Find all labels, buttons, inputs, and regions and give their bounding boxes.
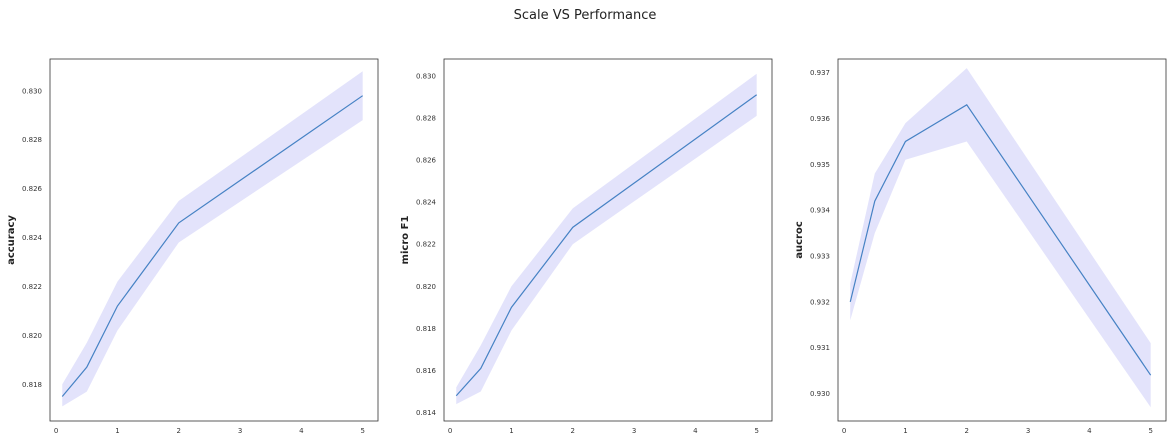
- chart-panel-1: 0 1 2 3 4 5 0.818 0.820 0.822 0.824 0.826 0.828 0.83…: [6, 58, 379, 435]
- data-point: [455, 395, 457, 397]
- y-tick-label: 0.820: [22, 332, 42, 340]
- y-axis-label: micro F1: [400, 216, 411, 265]
- series-line: [61, 95, 364, 397]
- x-tick-label: 4: [1087, 427, 1092, 435]
- confidence-band: [62, 71, 363, 407]
- x-tick-label: 2: [571, 427, 575, 435]
- y-tick-label: 0.826: [22, 185, 43, 193]
- x-tick-label: 5: [754, 427, 758, 435]
- y-tick-label: 0.820: [416, 283, 436, 291]
- y-tick-label: 0.814: [416, 409, 437, 417]
- plot-frame: [443, 58, 773, 422]
- y-tick-label: 0.934: [810, 207, 831, 215]
- x-tick-label: 4: [693, 427, 698, 435]
- y-tick-label: 0.828: [416, 114, 436, 122]
- data-point: [61, 395, 63, 397]
- chart-panel-2: 0 1 2 3 4 5 0.814 0.816 0.818 0.820 0.822 0.824 0.82…: [400, 58, 773, 435]
- plot-frame: [49, 58, 379, 422]
- data-point: [1149, 374, 1151, 376]
- plot-frame: [837, 58, 1167, 422]
- y-tick-label: 0.824: [22, 234, 43, 242]
- y-tick-label: 0.830: [22, 87, 42, 95]
- chart-panel-3: 0 1 2 3 4 5 0.930 0.931 0.932 0.933 0.934 0.935 0.93…: [794, 58, 1167, 435]
- x-tick-label: 1: [903, 427, 907, 435]
- data-point: [86, 366, 88, 368]
- y-tick-label: 0.936: [810, 115, 831, 123]
- y-tick-label: 0.933: [810, 253, 830, 261]
- data-point: [572, 226, 574, 228]
- series-line: [455, 94, 758, 397]
- data-point: [510, 306, 512, 308]
- y-tick-label: 0.931: [810, 344, 830, 352]
- x-tick-label: 3: [1026, 427, 1030, 435]
- data-point: [178, 222, 180, 224]
- data-point: [361, 94, 363, 96]
- x-tick-label: 0: [842, 427, 846, 435]
- x-tick-label: 2: [965, 427, 969, 435]
- data-point: [966, 104, 968, 106]
- y-tick-label: 0.937: [810, 69, 830, 77]
- x-tick-label: 4: [299, 427, 304, 435]
- y-tick-label: 0.930: [810, 390, 830, 398]
- y-axis-label: aucroc: [794, 221, 805, 259]
- data-point: [755, 94, 757, 96]
- data-point: [874, 200, 876, 202]
- x-tick-label: 5: [1148, 427, 1152, 435]
- y-tick-label: 0.824: [416, 199, 437, 207]
- y-tick-label: 0.818: [22, 381, 42, 389]
- data-point: [904, 140, 906, 142]
- y-tick-label: 0.826: [416, 157, 437, 165]
- y-tick-label: 0.818: [416, 325, 436, 333]
- y-tick-label: 0.822: [416, 241, 436, 249]
- data-point: [849, 301, 851, 303]
- confidence-band: [456, 73, 757, 405]
- y-tick-label: 0.828: [22, 136, 42, 144]
- y-tick-label: 0.830: [416, 72, 436, 80]
- y-axis-label: accuracy: [6, 215, 17, 265]
- x-tick-label: 1: [115, 427, 119, 435]
- y-tick-label: 0.935: [810, 161, 830, 169]
- x-tick-label: 2: [177, 427, 181, 435]
- x-tick-label: 3: [632, 427, 636, 435]
- series-line: [849, 104, 1152, 376]
- x-tick-label: 3: [238, 427, 242, 435]
- confidence-band: [850, 68, 1151, 408]
- x-tick-label: 1: [509, 427, 513, 435]
- x-tick-label: 5: [360, 427, 364, 435]
- data-point: [116, 305, 118, 307]
- figure-title: Scale VS Performance: [513, 8, 657, 23]
- x-tick-label: 0: [448, 427, 452, 435]
- y-tick-label: 0.932: [810, 298, 830, 306]
- data-point: [480, 367, 482, 369]
- y-tick-label: 0.822: [22, 283, 42, 291]
- y-tick-label: 0.816: [416, 367, 437, 375]
- x-tick-label: 0: [54, 427, 58, 435]
